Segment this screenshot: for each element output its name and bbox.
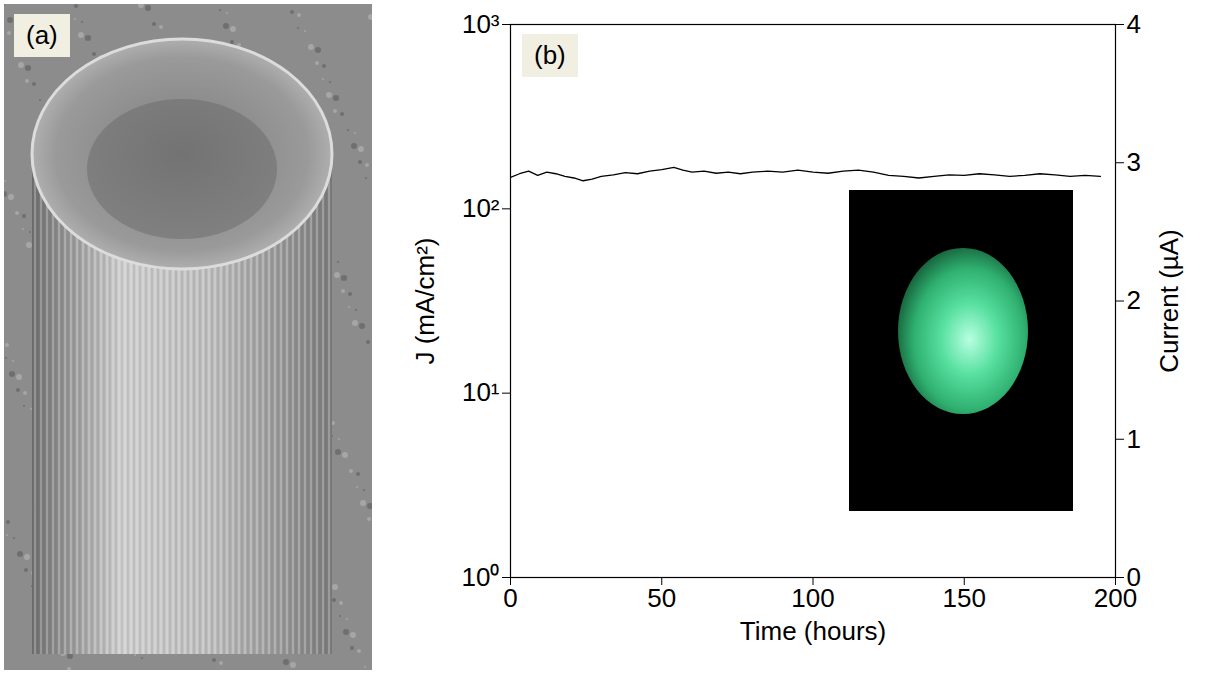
html-text:(b): (b) <box>534 40 566 70</box>
svg-text:200: 200 <box>1094 583 1137 613</box>
svg-text:10³: 10³ <box>462 9 500 39</box>
svg-text:Time (hours): Time (hours) <box>740 616 886 646</box>
svg-text:4: 4 <box>1127 9 1141 39</box>
svg-text:50: 50 <box>647 583 676 613</box>
svg-text:10⁰: 10⁰ <box>462 562 500 592</box>
svg-text:J (mA/cm²): J (mA/cm²) <box>410 237 440 364</box>
svg-text:2: 2 <box>1127 285 1141 315</box>
svg-text:10¹: 10¹ <box>462 377 500 407</box>
svg-text:100: 100 <box>791 583 834 613</box>
svg-text:10²: 10² <box>462 193 500 223</box>
svg-text:0: 0 <box>503 583 517 613</box>
svg-text:3: 3 <box>1127 147 1141 177</box>
svg-text:0: 0 <box>1127 562 1141 592</box>
html-text:(a): (a) <box>26 20 58 50</box>
svg-text:1: 1 <box>1127 424 1141 454</box>
svg-text:150: 150 <box>943 583 986 613</box>
svg-text:Current (µA): Current (µA) <box>1154 229 1184 373</box>
